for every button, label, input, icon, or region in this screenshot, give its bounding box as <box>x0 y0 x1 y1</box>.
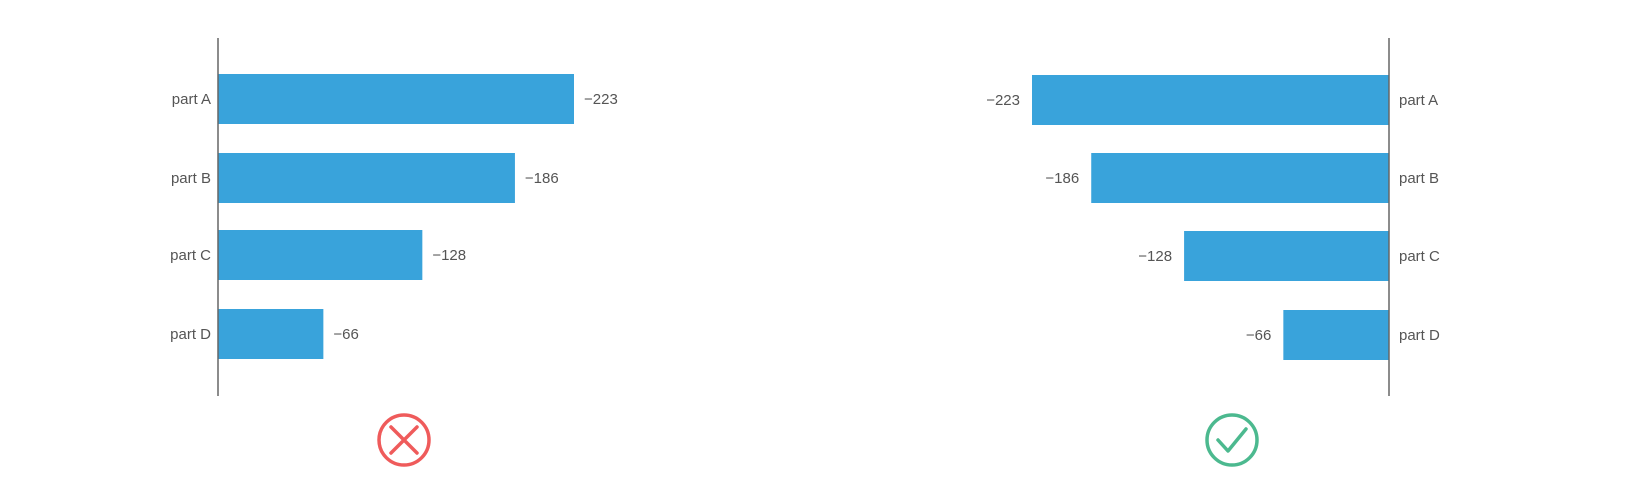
category-label: part B <box>171 170 211 187</box>
category-label: part B <box>1399 170 1439 187</box>
wrong-bar-chart: part A −223 part B −186 part C −128 part D −66 <box>170 38 618 396</box>
bar-part-a <box>1032 75 1389 125</box>
value-label: −66 <box>1246 327 1271 344</box>
value-label: −128 <box>432 247 466 264</box>
cross-circle-icon <box>377 413 431 467</box>
category-label: part A <box>1399 92 1438 109</box>
category-label: part A <box>172 91 211 108</box>
category-label: part C <box>170 247 211 264</box>
bar-part-c <box>218 230 423 280</box>
value-label: −186 <box>1045 170 1079 187</box>
category-label: part C <box>1399 248 1440 265</box>
bar-part-b <box>218 153 515 203</box>
value-label: −66 <box>333 326 358 343</box>
bar-part-a <box>218 74 574 124</box>
category-label: part D <box>170 326 211 343</box>
value-label: −186 <box>525 170 559 187</box>
right-bar-chart: part A −223 part B −186 part C −128 part D −66 <box>986 38 1440 396</box>
value-label: −128 <box>1138 248 1172 265</box>
value-label: −223 <box>584 91 618 108</box>
bar-part-d <box>218 309 324 359</box>
value-label: −223 <box>986 92 1020 109</box>
bar-part-d <box>1283 310 1389 360</box>
check-circle-icon <box>1205 413 1259 467</box>
bar-part-b <box>1091 153 1389 203</box>
category-label: part D <box>1399 327 1440 344</box>
bar-part-c <box>1184 231 1389 281</box>
